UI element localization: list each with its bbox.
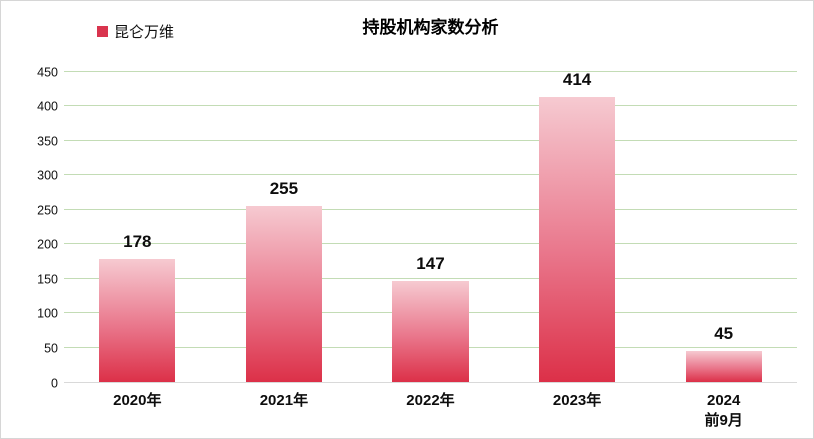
legend-label: 昆仑万维 <box>114 24 175 41</box>
y-tick-label: 50 <box>44 341 58 356</box>
bar-2020年 <box>99 259 176 382</box>
y-tick-label: 200 <box>37 237 58 252</box>
chart-title: 持股机构家数分析 <box>362 18 499 37</box>
y-tick-label: 400 <box>37 99 58 114</box>
legend: 昆仑万维 <box>97 21 174 42</box>
bar-slot: 45 2024 前9月 <box>650 72 797 429</box>
gridline <box>64 174 797 176</box>
bar-2021年 <box>245 206 322 382</box>
bar-slot: 255 2021年 <box>211 72 358 409</box>
bar-2023年 <box>538 96 616 382</box>
y-axis-labels: 0 50 100 150 200 250 300 350 400 450 <box>1 66 58 389</box>
y-tick-label: 150 <box>37 272 58 287</box>
x-axis-label: 2024 前9月 <box>704 392 743 429</box>
bar-value-label: 45 <box>714 324 734 343</box>
gridline <box>64 243 797 245</box>
y-tick-label: 300 <box>37 168 58 183</box>
y-tick-label: 450 <box>37 64 58 79</box>
bar-slot: 147 2022年 <box>357 72 504 409</box>
plot-area: 178 2020年 255 2021年 147 2022年 414 2023年 45 2024 前… <box>64 69 797 429</box>
bar-2024前9月 <box>685 351 762 382</box>
gridline <box>64 105 797 107</box>
bar-value-label: 255 <box>269 179 299 199</box>
gridline <box>64 208 797 210</box>
y-tick-label: 100 <box>37 306 58 321</box>
bar-slot: 414 2023年 <box>504 69 651 409</box>
bar-value-label: 414 <box>562 69 592 89</box>
x-axis-label: 2020年 <box>113 392 162 409</box>
x-axis-label: 2022年 <box>406 392 455 409</box>
y-tick-label: 0 <box>51 375 58 390</box>
bar-2022年 <box>392 280 469 382</box>
x-axis-label: 2021年 <box>259 392 309 409</box>
gridline <box>64 139 797 141</box>
bars: 178 2020年 255 2021年 147 2022年 414 2023年 45 2024 前… <box>64 69 797 429</box>
x-axis-label: 2023年 <box>552 392 602 409</box>
bar-slot: 178 2020年 <box>64 72 211 409</box>
gridline <box>64 71 797 72</box>
bar-value-label: 147 <box>416 253 445 273</box>
bar-value-label: 178 <box>123 232 152 252</box>
y-tick-label: 350 <box>37 133 58 148</box>
legend-marker-icon <box>97 26 108 37</box>
gridline <box>64 277 797 279</box>
y-tick-label: 250 <box>37 202 58 217</box>
